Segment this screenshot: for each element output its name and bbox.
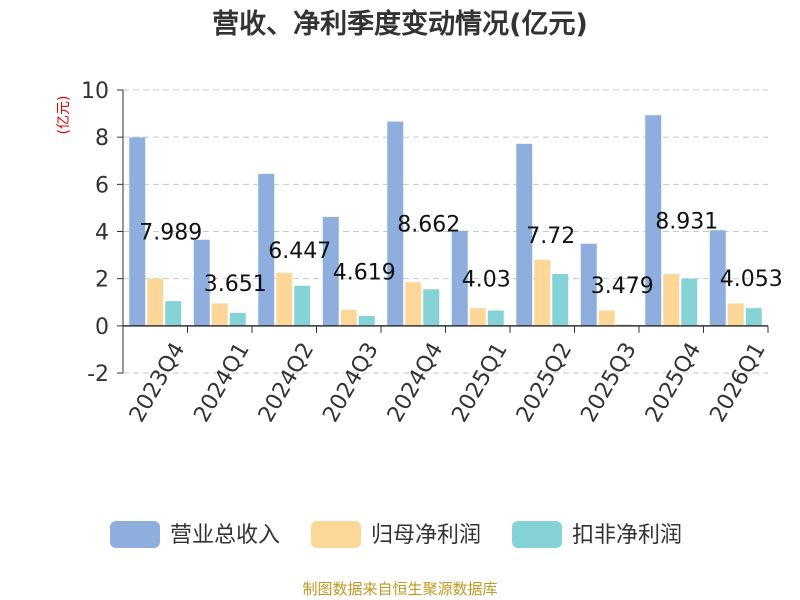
bar-deducted-net-profit: [229, 312, 246, 326]
data-label: 4.03: [462, 267, 511, 292]
legend-label: 扣非净利润: [572, 523, 682, 548]
x-tick-label: 2024Q3: [318, 339, 383, 427]
x-tick-label: 2024Q1: [189, 339, 254, 427]
y-tick-label: 10: [81, 79, 109, 104]
bar-net-profit: [469, 308, 486, 326]
legend-label: 营业总收入: [170, 523, 280, 548]
bar-deducted-net-profit: [681, 278, 698, 326]
bar-net-profit: [598, 310, 615, 326]
bar-net-profit: [340, 309, 357, 326]
bar-net-profit: [276, 272, 293, 326]
data-label: 3.479: [591, 274, 654, 299]
x-tick-label: 2023Q4: [125, 339, 190, 427]
bar-revenue: [645, 115, 662, 326]
bar-net-profit: [405, 282, 422, 326]
data-label: 3.651: [204, 272, 267, 297]
y-tick-label: 6: [95, 173, 109, 198]
bar-revenue: [258, 173, 275, 326]
legend-swatch: [311, 521, 361, 548]
x-tick-label: 2025Q4: [641, 339, 706, 427]
gridlines: [117, 89, 768, 374]
bar-net-profit: [663, 273, 680, 326]
y-tick-label: 4: [95, 221, 109, 246]
bar-deducted-net-profit: [165, 301, 182, 326]
bar-deducted-net-profit: [552, 273, 569, 326]
y-tick-label: 2: [95, 268, 109, 293]
y-axis-label: (亿元): [56, 96, 72, 135]
chart-title: 营收、净利季度变动情况(亿元): [212, 8, 588, 40]
bars: [129, 115, 762, 326]
legend-label: 归母净利润: [371, 523, 481, 548]
bar-deducted-net-profit: [358, 315, 375, 326]
x-tick-label: 2025Q3: [576, 339, 641, 427]
bar-revenue: [451, 230, 468, 326]
legend-swatch: [512, 521, 562, 548]
legend: 营业总收入 归母净利润 扣非净利润: [110, 521, 682, 548]
bar-net-profit: [147, 278, 164, 326]
x-tick-label: 2024Q2: [254, 339, 319, 427]
data-label: 4.053: [720, 267, 783, 292]
bar-revenue: [129, 137, 146, 326]
bar-revenue: [387, 121, 404, 326]
data-label: 6.447: [268, 239, 331, 264]
bar-net-profit: [727, 303, 744, 326]
data-label: 7.989: [139, 221, 202, 246]
bar-deducted-net-profit: [487, 310, 504, 326]
bar-deducted-net-profit: [294, 285, 311, 326]
x-tick-labels: 2023Q4 2024Q1 2024Q2 2024Q3 2024Q4 2025Q1 2025…: [125, 339, 771, 427]
y-tick-labels: -2 0 2 4 6 8 10: [81, 79, 109, 387]
source-note: 制图数据来自恒生聚源数据库: [302, 580, 497, 598]
bar-revenue: [322, 216, 339, 326]
y-tick-label: 8: [95, 126, 109, 151]
bar-net-profit: [534, 259, 551, 326]
bar-revenue: [193, 239, 210, 326]
x-tick-label: 2024Q4: [383, 339, 448, 427]
bar-deducted-net-profit: [423, 289, 440, 326]
y-tick-label: 0: [95, 315, 109, 340]
data-label: 8.931: [655, 210, 718, 235]
bar-revenue: [516, 143, 533, 326]
data-label: 4.619: [333, 260, 396, 285]
bar-revenue: [580, 243, 597, 326]
bar-net-profit: [211, 303, 228, 326]
bar-deducted-net-profit: [745, 308, 762, 326]
legend-swatch: [110, 521, 160, 548]
axes: [122, 90, 769, 373]
data-label: 7.72: [526, 224, 575, 249]
y-tick-label: -2: [87, 362, 109, 387]
data-label: 8.662: [397, 213, 460, 238]
x-tick-label: 2025Q1: [447, 339, 512, 427]
x-tick-label: 2025Q2: [512, 339, 577, 427]
bar-revenue: [709, 230, 726, 326]
x-tick-label: 2026Q1: [705, 339, 770, 427]
